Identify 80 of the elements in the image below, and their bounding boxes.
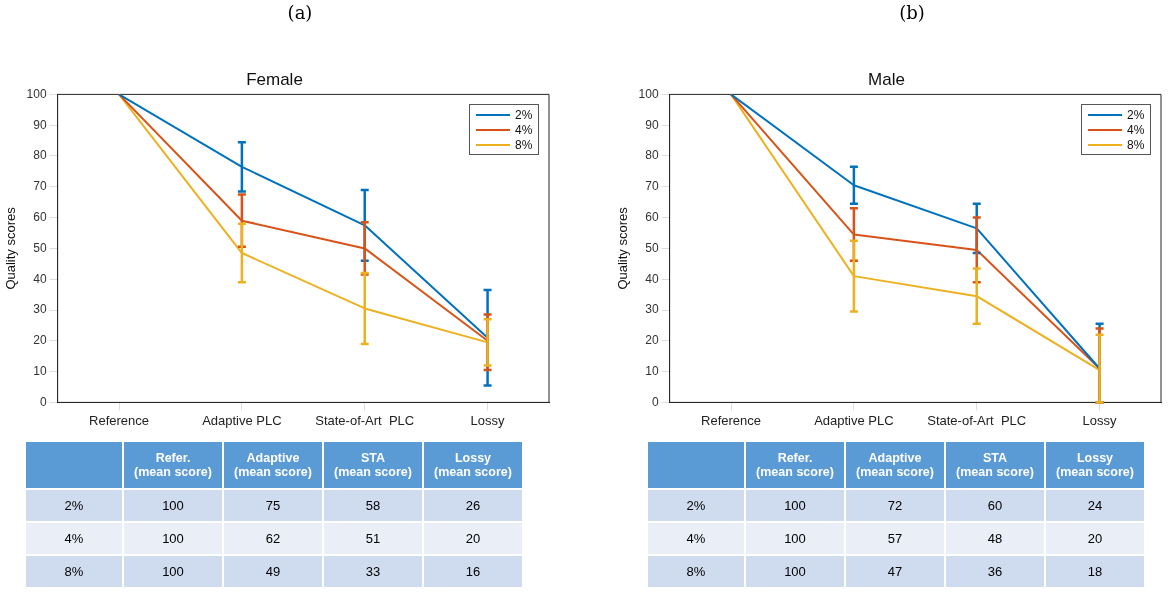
data-label: 49 [224,556,322,587]
data-label: 33 [324,556,422,587]
text: 4% [26,523,122,554]
y-tick-label: 80 [645,148,659,163]
y-tick-label: 80 [33,148,47,163]
text: 8% [648,556,744,587]
text: 8% [26,556,122,587]
y-tick-label: 100 [26,86,47,101]
category-label: STA (mean score) [324,442,422,488]
data-label: 48 [946,523,1044,554]
data-label: 100 [746,490,844,521]
data-label: 58 [324,490,422,521]
data-label: 36 [946,556,1044,587]
y-tick-label: 60 [33,209,47,224]
chart-title: Male [868,69,905,89]
y-tick-label: 0 [651,394,659,409]
category-label: Adaptive (mean score) [224,442,322,488]
legend-label: 4% [1127,122,1145,137]
text: 2% [648,490,744,521]
legend-label: 4% [515,122,533,137]
y-tick-label: 90 [33,117,47,132]
data-label: 100 [746,523,844,554]
data-label: 57 [846,523,944,554]
y-tick-label: 60 [645,209,659,224]
y-tick-label: 100 [638,86,659,101]
category-label: STA (mean score) [946,442,1044,488]
x-tick-label: Adaptive PLC [202,412,282,428]
x-tick-label: Lossy [470,412,506,428]
x-tick-label: State-of-Art PLC [315,412,415,428]
data-label: 26 [424,490,522,521]
y-tick-label: 10 [645,363,659,378]
y-tick-label: 20 [33,333,47,348]
text: 4% [648,523,744,554]
y-tick-label: 20 [645,333,659,348]
text: 2% [26,490,122,521]
data-label: 47 [846,556,944,587]
x-tick-label: Lossy [1082,412,1118,428]
y-tick-label: 10 [33,363,47,378]
data-label: 62 [224,523,322,554]
data-label: 20 [1046,523,1144,554]
x-tick-label: Adaptive PLC [814,412,894,428]
data-label: 100 [124,523,222,554]
data-label: 100 [124,556,222,587]
x-tick-label: State-of-Art PLC [927,412,1027,428]
category-label: Lossy (mean score) [424,442,522,488]
chart-title: Female [246,69,303,89]
y-tick-label: 30 [645,302,659,317]
chart-subtitle: (b) [898,2,926,23]
y-tick-label: 50 [645,240,659,255]
y-axis-title: Quality scores [3,206,19,290]
y-tick-label: 40 [33,271,47,286]
y-tick-label: 90 [645,117,659,132]
chart-subtitle: (a) [286,2,314,23]
x-tick-label: Reference [89,412,150,428]
legend-label: 2% [515,107,533,122]
y-tick-label: 50 [33,240,47,255]
legend-label: 8% [1127,137,1145,152]
category-label: Adaptive (mean score) [846,442,944,488]
category-label: Refer. (mean score) [124,442,222,488]
data-label: 20 [424,523,522,554]
category-label: Lossy (mean score) [1046,442,1144,488]
data-label: 75 [224,490,322,521]
data-label: 24 [1046,490,1144,521]
y-tick-label: 70 [33,179,47,194]
legend-label: 2% [1127,107,1145,122]
data-label: 100 [124,490,222,521]
data-label: 72 [846,490,944,521]
legend-label: 8% [515,137,533,152]
y-tick-label: 40 [645,271,659,286]
y-tick-label: 70 [645,179,659,194]
x-tick-label: Reference [701,412,762,428]
category-label: Refer. (mean score) [746,442,844,488]
data-label: 60 [946,490,1044,521]
data-label: 100 [746,556,844,587]
y-tick-label: 30 [33,302,47,317]
data-label: 16 [424,556,522,587]
data-label: 18 [1046,556,1144,587]
y-axis-title: Quality scores [615,206,631,290]
y-tick-label: 0 [39,394,47,409]
data-label: 51 [324,523,422,554]
